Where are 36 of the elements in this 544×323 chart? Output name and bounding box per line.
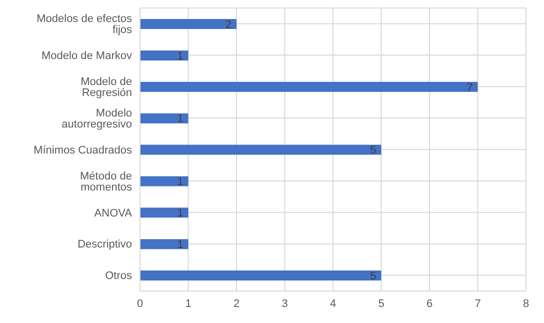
x-tick-label: 5 — [378, 298, 384, 310]
y-tick-label: Modelo de Regresión — [80, 76, 132, 100]
data-label: 5 — [370, 144, 376, 157]
y-tick-label: ANOVA — [94, 207, 133, 220]
y-tick-label: Otros — [105, 270, 132, 282]
bar — [140, 50, 188, 60]
x-tick-label: 8 — [522, 298, 530, 310]
bar — [140, 239, 188, 250]
bar — [140, 82, 478, 92]
y-tick-label: Modelos de efectos fijos — [36, 13, 132, 36]
bar — [140, 144, 382, 155]
bar — [140, 19, 236, 29]
bar — [140, 176, 188, 186]
data-label: 5 — [370, 270, 376, 282]
bar — [140, 270, 382, 281]
x-tick-label: 7 — [474, 298, 481, 310]
x-tick-label: 1 — [185, 298, 192, 310]
x-tick-label: 3 — [282, 298, 288, 310]
y-tick-label: Modelo de Markov — [42, 50, 132, 62]
data-label: 7 — [466, 82, 473, 94]
y-tick-label: Método de momentos — [80, 170, 132, 194]
data-label: 1 — [177, 176, 184, 188]
bar — [140, 113, 188, 124]
y-tick-label: Mínimos Cuadrados — [34, 144, 132, 156]
y-tick-label: Descriptivo — [78, 238, 132, 251]
x-tick-label: 2 — [233, 298, 240, 310]
data-label: 2 — [225, 18, 232, 31]
data-label: 1 — [177, 208, 184, 220]
data-label: 1 — [177, 239, 184, 252]
bar — [140, 208, 188, 218]
x-tick-label: 4 — [330, 298, 336, 310]
x-tick-label: 0 — [136, 298, 144, 310]
data-label: 1 — [177, 50, 184, 62]
x-tick-label: 6 — [426, 298, 433, 310]
data-label: 1 — [177, 113, 184, 126]
y-tick-label: Modelo autorregresivo — [62, 107, 132, 130]
